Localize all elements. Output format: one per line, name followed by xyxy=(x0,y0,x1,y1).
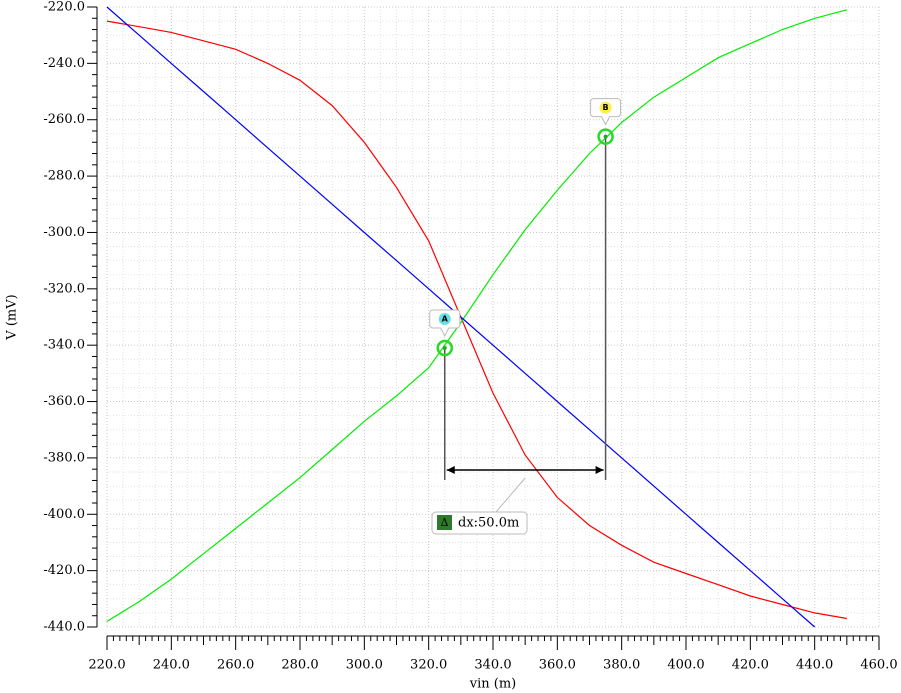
y-tick-label: -440.0 xyxy=(43,620,85,635)
x-tick-label: 300.0 xyxy=(346,658,383,673)
x-tick-label: 240.0 xyxy=(153,658,190,673)
y-tick-label: -320.0 xyxy=(43,281,85,296)
x-tick-label: 360.0 xyxy=(539,658,576,673)
x-tick-label: 400.0 xyxy=(667,658,704,673)
y-tick-label: -300.0 xyxy=(43,225,85,240)
y-tick-label: -260.0 xyxy=(43,112,85,127)
y-tick-label: -400.0 xyxy=(43,507,85,522)
series-line xyxy=(106,20,847,620)
x-tick-label: 280.0 xyxy=(281,658,318,673)
y-tick-label: -280.0 xyxy=(43,169,85,184)
x-tick-label: 320.0 xyxy=(410,658,447,673)
delta-box xyxy=(431,511,528,535)
x-tick-label: 420.0 xyxy=(732,658,769,673)
x-tick-label: 260.0 xyxy=(217,658,254,673)
y-tick-label: -220.0 xyxy=(43,0,85,15)
marker-label: B xyxy=(603,103,609,112)
delta-label: dx:50.0m xyxy=(458,516,519,531)
x-tick-label: 460.0 xyxy=(860,658,897,673)
series-line xyxy=(106,6,816,628)
y-tick-label: -360.0 xyxy=(43,394,85,409)
x-tick-label: 380.0 xyxy=(603,658,640,673)
x-tick-label: 340.0 xyxy=(474,658,511,673)
delta-pointer xyxy=(494,477,526,514)
delta-symbol: Δ xyxy=(441,516,449,529)
y-tick-label: -240.0 xyxy=(43,56,85,71)
series-line xyxy=(106,9,847,622)
x-tick-label: 220.0 xyxy=(88,658,125,673)
x-tick-label: 440.0 xyxy=(796,658,833,673)
y-axis-label: V (mV) xyxy=(5,294,20,340)
y-tick-label: -340.0 xyxy=(43,338,85,353)
marker-point xyxy=(436,339,453,357)
marker-point xyxy=(597,128,614,145)
y-tick-label: -420.0 xyxy=(43,563,85,578)
marker-badge xyxy=(438,313,451,325)
delta-icon xyxy=(437,515,452,530)
marker-dot xyxy=(603,134,608,139)
y-tick-label: -380.0 xyxy=(43,450,85,465)
x-axis-label: vin (m) xyxy=(469,677,516,692)
marker-badge xyxy=(599,101,612,114)
marker-label: A xyxy=(442,315,449,324)
marker-dot xyxy=(442,346,447,350)
